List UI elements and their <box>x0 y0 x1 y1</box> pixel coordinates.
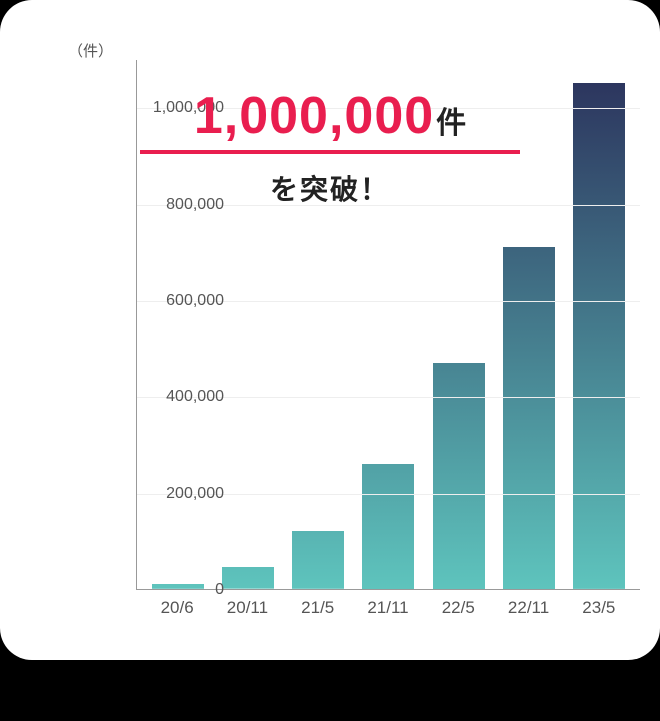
headline-subtext: を突破！ <box>140 168 520 208</box>
y-tick-label: 600,000 <box>134 292 224 310</box>
x-axis-label: 21/11 <box>353 598 423 618</box>
x-axis-labels: 20/620/1121/521/1122/522/1123/5 <box>136 598 640 618</box>
bar <box>573 83 625 589</box>
headline-number: 1,000,000 <box>194 86 434 146</box>
x-axis-label: 20/11 <box>212 598 282 618</box>
x-axis-label: 22/11 <box>493 598 563 618</box>
bar <box>292 531 344 589</box>
x-axis-label: 23/5 <box>564 598 634 618</box>
y-tick-label: 0 <box>134 581 224 599</box>
headline-callout: 1,000,000 件 を突破！ <box>140 86 520 208</box>
bar-slot <box>564 60 634 589</box>
chart-card: （件） 20/620/1121/521/1122/522/1123/5 0 200… <box>0 0 660 660</box>
y-axis-unit-label: （件） <box>68 40 113 61</box>
y-tick-label: 400,000 <box>134 388 224 406</box>
y-tick-label: 200,000 <box>134 485 224 503</box>
bar <box>503 247 555 589</box>
x-axis-label: 20/6 <box>142 598 212 618</box>
headline-unit: 件 <box>436 98 466 142</box>
headline-line1: 1,000,000 件 <box>140 86 520 154</box>
x-axis-label: 21/5 <box>283 598 353 618</box>
bar <box>222 567 274 589</box>
x-axis-label: 22/5 <box>423 598 493 618</box>
bar <box>362 464 414 589</box>
